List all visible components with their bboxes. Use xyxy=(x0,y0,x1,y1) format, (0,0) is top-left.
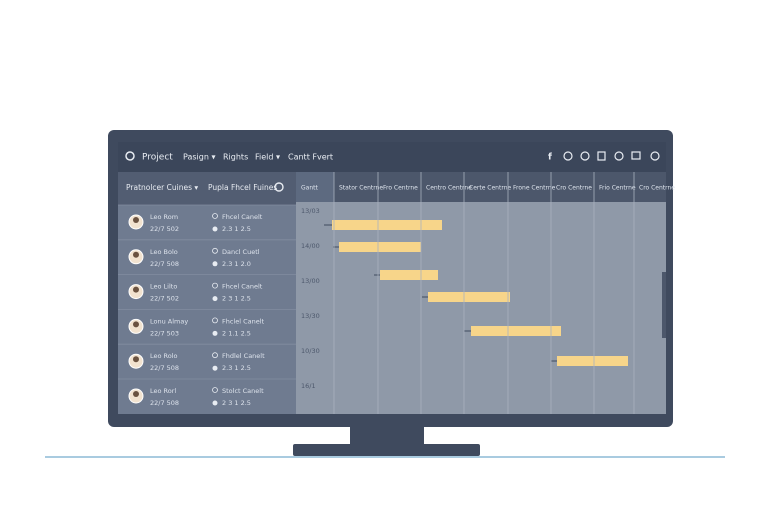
person-name: Leo Lilto xyxy=(150,283,177,291)
row-label: 13/30 xyxy=(301,312,320,320)
row-label: 13/03 xyxy=(301,207,320,215)
task-bar[interactable] xyxy=(471,326,561,336)
avatar-head xyxy=(133,321,139,328)
row-label: 16/1 xyxy=(301,382,316,390)
avatar-head xyxy=(133,356,139,363)
row-label: 13/00 xyxy=(301,277,320,285)
person-date: 22/7 508 xyxy=(150,399,179,407)
sidebar xyxy=(118,172,296,414)
icon-search[interactable] xyxy=(563,151,573,161)
avatar-head xyxy=(133,251,139,258)
row-label: 10/30 xyxy=(301,347,320,355)
task-bar[interactable] xyxy=(380,270,438,280)
task-icon xyxy=(212,282,218,289)
top-bar xyxy=(118,142,666,172)
person-task: Stolct Canelt xyxy=(222,387,264,395)
sidebar-header[interactable]: Pratnolcer Cuines ▾ xyxy=(126,183,198,192)
row-label: 14/00 xyxy=(301,242,320,250)
person-task: Dancl Cuetl xyxy=(222,248,260,256)
icon-settings[interactable] xyxy=(614,151,624,161)
icon-user[interactable] xyxy=(580,151,590,161)
person-date: 22/7 508 xyxy=(150,260,179,268)
task-bar[interactable] xyxy=(428,292,510,302)
icon-facebook[interactable]: f xyxy=(548,153,552,163)
column-header: Certe Centrne xyxy=(469,185,511,192)
column-header: Fro Centrne xyxy=(383,185,418,192)
column-header: Centro Centrne xyxy=(426,185,472,192)
status-dot xyxy=(212,400,218,406)
status-dot xyxy=(212,365,218,371)
logo xyxy=(125,151,135,161)
task-icon xyxy=(212,213,218,219)
task-icon xyxy=(212,352,218,359)
menu-item[interactable]: Cantt Fvert xyxy=(288,153,333,162)
gantt-header-active xyxy=(296,172,334,202)
person-name: Leo Rorl xyxy=(150,387,176,395)
task-bar[interactable] xyxy=(339,242,421,252)
menu-item[interactable]: Field ▾ xyxy=(255,153,280,162)
person-task: Fhcel Canelt xyxy=(222,213,263,221)
menu-item[interactable]: Rights xyxy=(223,153,248,162)
status-dot xyxy=(212,226,218,232)
sidebar-header xyxy=(118,172,296,205)
task-bar[interactable] xyxy=(332,220,442,230)
monitor-neck xyxy=(350,424,424,446)
person-name: Lonu Almay xyxy=(150,317,188,325)
icon-help[interactable] xyxy=(650,151,660,161)
search-icon[interactable] xyxy=(274,182,284,192)
task-bar[interactable] xyxy=(557,356,628,366)
sidebar-header: Pupla Fhcel Fuines xyxy=(208,183,277,192)
person-status: 2.3 1 2.0 xyxy=(222,260,251,268)
person-status: 2 1.1 2.5 xyxy=(222,329,251,337)
task-icon xyxy=(212,387,218,393)
person-date: 22/7 503 xyxy=(150,329,179,337)
person-task: Fhcel Canelt xyxy=(222,283,263,291)
scrollbar[interactable] xyxy=(662,272,666,338)
column-header: Cro Centrne xyxy=(639,185,675,192)
app-title: Project xyxy=(142,153,173,163)
task-icon xyxy=(212,247,218,254)
person-name: Leo Bolo xyxy=(150,248,178,256)
column-header: Gantt xyxy=(301,185,318,192)
column-header: Frio Centrne xyxy=(599,185,636,192)
avatar-head xyxy=(133,391,139,397)
task-icon xyxy=(212,317,218,324)
person-task: Fhclel Canelt xyxy=(222,317,265,325)
avatar-head xyxy=(133,286,139,293)
status-dot xyxy=(212,296,218,302)
column-header: Frone Centrne xyxy=(513,185,556,192)
gantt-header xyxy=(296,172,666,202)
status-dot xyxy=(212,261,218,267)
column-header: Cro Centrne xyxy=(556,185,592,192)
person-status: 2.3 1 2.5 xyxy=(222,364,251,372)
icon-doc[interactable] xyxy=(597,151,606,161)
person-date: 22/7 508 xyxy=(150,364,179,372)
gantt-bars xyxy=(332,220,628,366)
column-header: Stator Centrne xyxy=(339,185,383,192)
person-date: 22/7 502 xyxy=(150,225,179,233)
person-date: 22/7 502 xyxy=(150,295,179,303)
icon-mail[interactable] xyxy=(631,151,641,160)
person-task: Fhdlel Canelt xyxy=(222,352,265,360)
menu-item[interactable]: Pasign ▾ xyxy=(183,153,215,162)
person-status: 2.3 1 2.5 xyxy=(222,225,251,233)
person-status: 2 3 1 2.5 xyxy=(222,295,251,303)
person-status: 2 3 1 2.5 xyxy=(222,399,251,407)
monitor-base xyxy=(293,444,480,456)
person-name: Leo Rom xyxy=(150,213,178,221)
status-dot xyxy=(212,330,218,336)
avatar-head xyxy=(133,217,139,223)
person-name: Leo Rolo xyxy=(150,352,178,360)
